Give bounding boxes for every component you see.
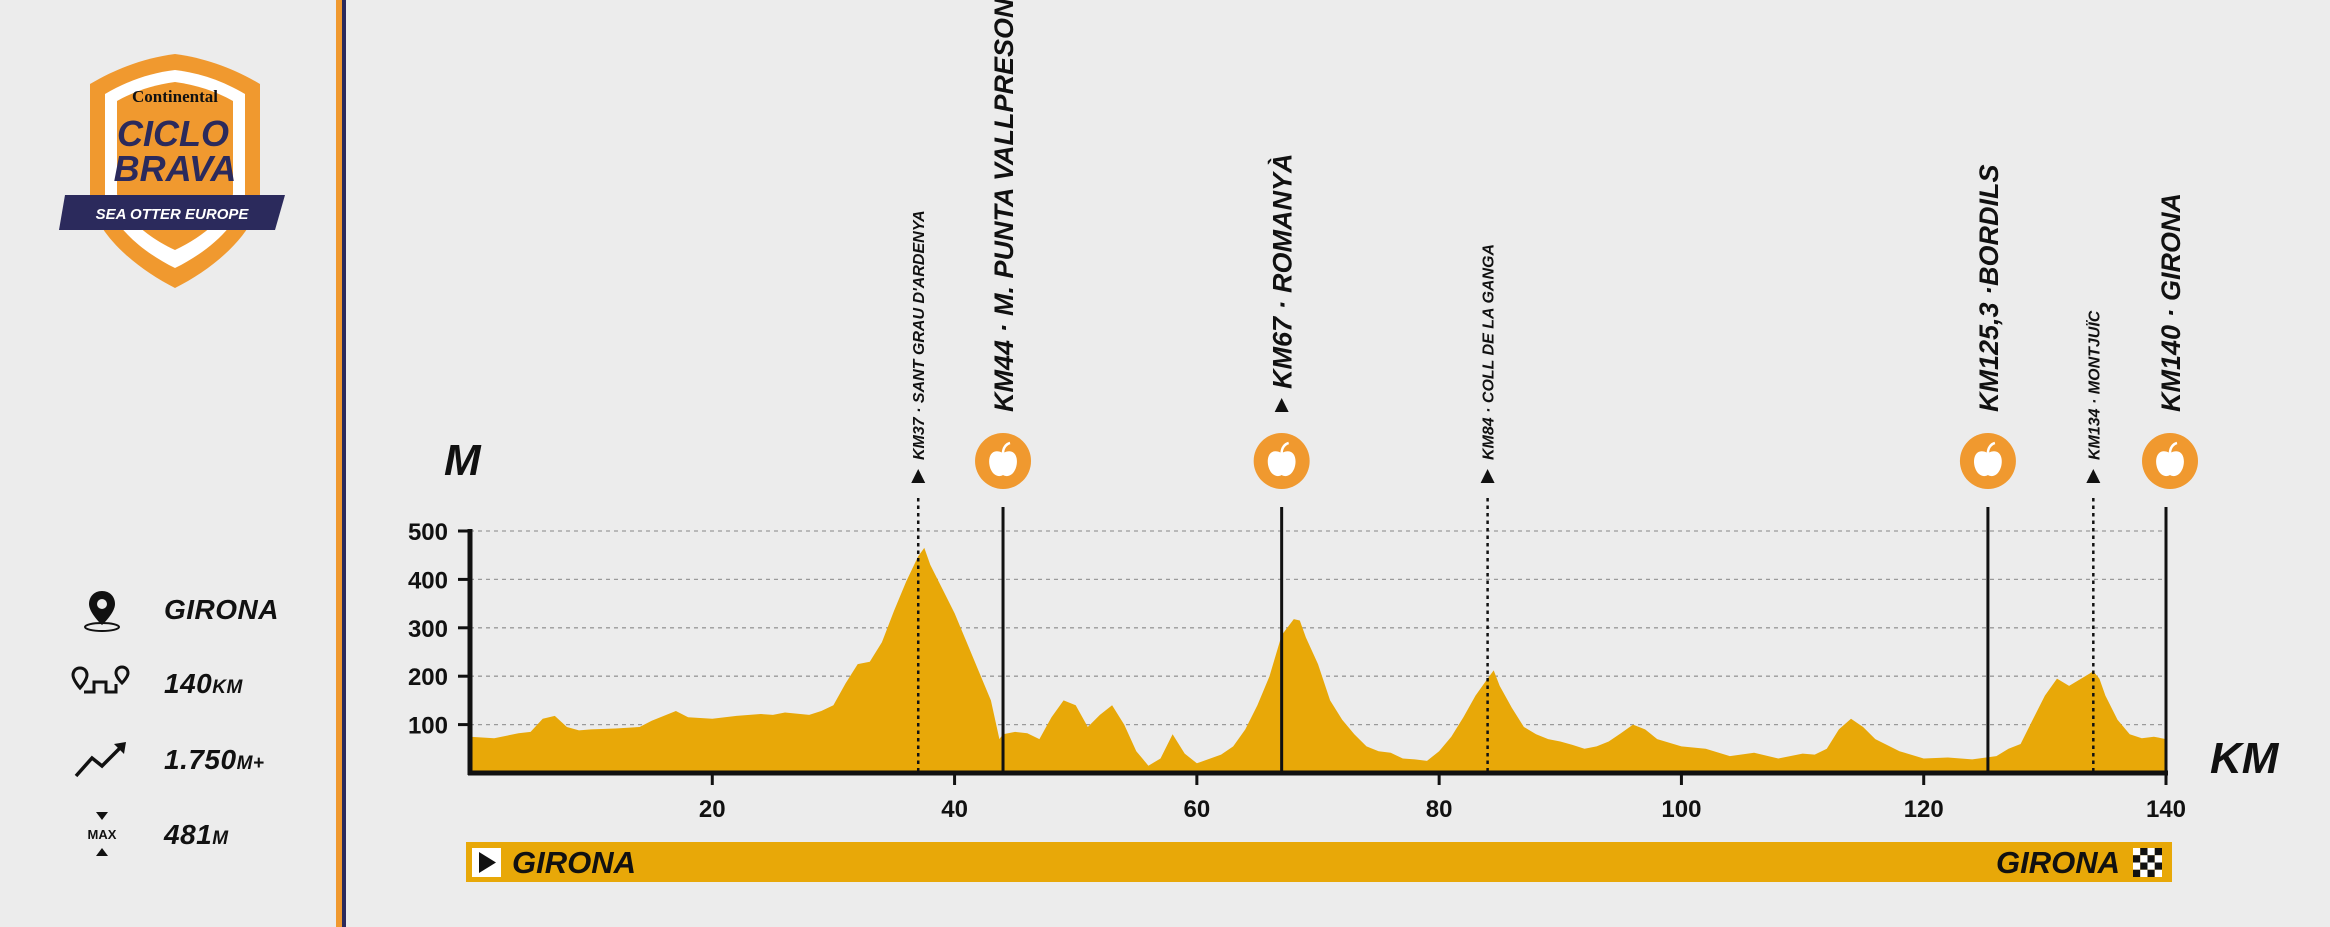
x-tick-label-20: 20 [699, 796, 726, 823]
route-finish-label: GIRONA [1996, 845, 2120, 880]
waypoint-label: KM37 · SANT GRAU D'ARDENYA [911, 210, 928, 460]
x-tick-label-100: 100 [1661, 796, 1701, 823]
y-tick-label-200: 200 [408, 664, 448, 691]
start-play-icon [472, 848, 501, 877]
max-altitude-icon: MAX [70, 812, 134, 857]
y-tick-label-400: 400 [408, 567, 448, 594]
climb-marker-icon [2086, 469, 2101, 483]
checker-cell [2147, 855, 2155, 863]
x-tick-label-140: 140 [2146, 796, 2186, 823]
apple-stem [1001, 441, 1011, 454]
waypoint-0: KM37 · SANT GRAU D'ARDENYA [911, 210, 928, 773]
stat-elevation: 1.750M+ [70, 738, 265, 782]
play-triangle [479, 852, 496, 873]
y-tick-label-500: 500 [408, 519, 448, 546]
checker-cell [2147, 848, 2155, 856]
stat-distance-text: 140KM [164, 668, 243, 699]
route-start-label: GIRONA [512, 845, 636, 880]
waypoint-label: KM67 · ROMANYÀ [1267, 153, 1298, 389]
axis-ticks: 100 200 300 400 500 20 40 60 80 100 120 140 [408, 519, 2186, 823]
route-bar-fill [466, 842, 2172, 882]
apple-icon [2156, 451, 2184, 477]
x-tick-label-120: 120 [1904, 796, 1944, 823]
stat-location: GIRONA [70, 588, 279, 632]
waypoint-2: KM67 · ROMANYÀ [1253, 153, 1310, 773]
sidebar: Continental CICLO BRAVA SEA OTTER EUROPE… [0, 0, 330, 927]
logo-title-1: CICLO [117, 113, 229, 154]
checker-cell [2140, 848, 2148, 856]
x-tick-label-40: 40 [941, 796, 968, 823]
checker-cell [2140, 855, 2148, 863]
apple-icon [1974, 451, 2002, 477]
logo-banner [59, 195, 285, 230]
stat-distance: 140KM [70, 662, 243, 706]
stat-elevation-text: 1.750M+ [164, 744, 265, 775]
checker-cell [2140, 862, 2148, 870]
checkered-flag-icon [2133, 848, 2162, 877]
y-tick-label-100: 100 [408, 713, 448, 740]
checker-cell [2147, 862, 2155, 870]
waypoint-6: KM140 · GIRONA [2142, 193, 2198, 773]
route-bar: GIRONA GIRONA [466, 842, 2172, 882]
x-axis-label: KM [2210, 734, 2280, 783]
checker-cell [2154, 862, 2162, 870]
x-tick-label-80: 80 [1426, 796, 1453, 823]
route-icon [70, 662, 134, 706]
ciclo-brava-logo: Continental CICLO BRAVA SEA OTTER EUROPE [59, 54, 285, 288]
stat-max-text: 481M [164, 819, 229, 850]
stat-location-text: GIRONA [164, 594, 279, 625]
waypoint-label: KM140 · GIRONA [2156, 193, 2186, 412]
checker-cell [2133, 869, 2141, 877]
waypoint-1: KM44 · M. PUNTA VALLPRESONA [975, 0, 1032, 773]
climb-marker-icon [911, 469, 926, 483]
waypoint-label: KM84 · COLL DE LA GANGA [1481, 244, 1498, 460]
checker-cell [2133, 855, 2141, 863]
waypoints: KM37 · SANT GRAU D'ARDENYA KM44 · M. PUNT… [911, 0, 2198, 773]
apple-stem [1280, 441, 1290, 454]
location-pin-icon [70, 588, 134, 632]
waypoint-4: KM125,3 ·BORDILS [1959, 164, 2016, 773]
checker-cell [2154, 848, 2162, 856]
y-tick-label-300: 300 [408, 616, 448, 643]
max-label: MAX [88, 827, 117, 842]
waypoint-label: KM44 · M. PUNTA VALLPRESONA [989, 0, 1019, 412]
waypoint-3: KM84 · COLL DE LA GANGA [1480, 244, 1498, 773]
checker-cell [2154, 855, 2162, 863]
waypoint-5: KM134 · MONTJUÏC [2085, 310, 2103, 773]
stat-max: MAX 481M [70, 812, 229, 857]
divider-navy [342, 0, 346, 927]
checker-cell [2154, 869, 2162, 877]
apple-icon [1267, 451, 1296, 477]
checker-cell [2133, 848, 2141, 856]
apple-icon [989, 451, 1017, 477]
checker-cell [2133, 862, 2141, 870]
climb-marker-icon [1480, 469, 1495, 483]
waypoint-label: KM125,3 ·BORDILS [1974, 164, 2004, 412]
elevation-area [470, 547, 2166, 773]
checker-cell [2140, 869, 2148, 877]
checker-cell [2147, 869, 2155, 877]
logo-brand: Continental [132, 87, 218, 106]
apple-stem [2168, 441, 2178, 454]
climb-marker-icon [1274, 398, 1289, 412]
elevation-gain-icon [70, 738, 134, 782]
apple-stem [1986, 441, 1996, 454]
divider-orange [336, 0, 342, 927]
y-axis-label: M [444, 436, 482, 485]
x-tick-label-60: 60 [1184, 796, 1211, 823]
logo-title-2: BRAVA [114, 148, 237, 189]
waypoint-label: KM134 · MONTJUÏC [2085, 310, 2103, 460]
logo-banner-text: SEA OTTER EUROPE [96, 206, 250, 223]
